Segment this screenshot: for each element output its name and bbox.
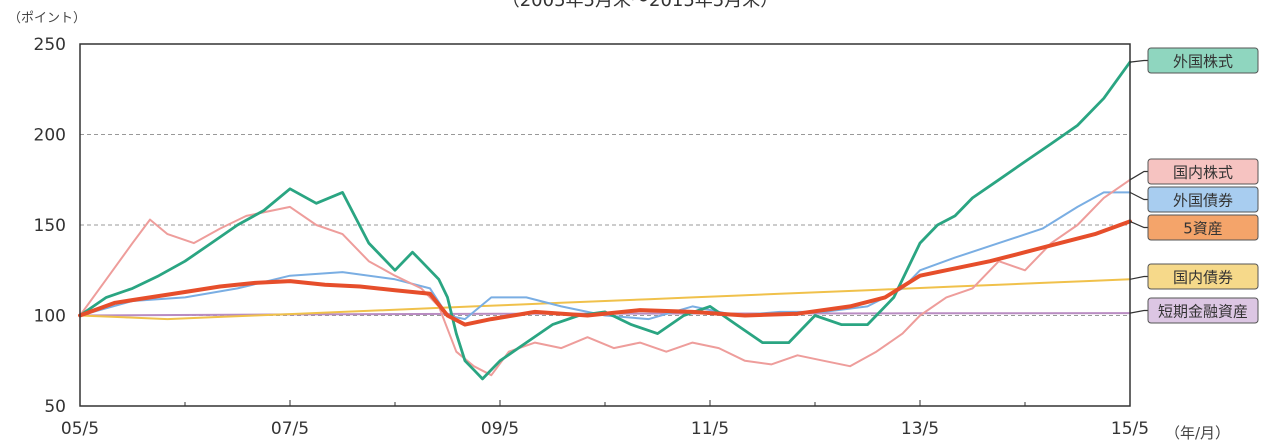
grid-lines [80, 134, 1130, 406]
series-line [78, 60, 1132, 381]
x-tick-label: 15/5 [1111, 419, 1149, 439]
series-label: 5資産 [1183, 220, 1223, 238]
x-tick-label: 05/5 [61, 419, 99, 439]
series-label: 短期金融資産 [1158, 303, 1248, 321]
series-line [79, 178, 1131, 377]
x-tick-label: 09/5 [481, 419, 519, 439]
y-tick-label: 50 [44, 397, 66, 417]
series-label: 国内株式 [1173, 164, 1233, 182]
series-label-connector [1129, 191, 1148, 201]
plot-area-frame [79, 43, 1131, 407]
series-line [79, 278, 1131, 321]
y-axis-label: （ポイント） [8, 11, 86, 26]
series-label-box [1147, 263, 1259, 290]
series-label: 外国株式 [1173, 53, 1233, 71]
series-label-connector [1129, 309, 1148, 314]
series-label-connector [1129, 170, 1148, 181]
series-label-box [1147, 297, 1259, 324]
series-label-box [1147, 186, 1259, 213]
series-label: 外国債券 [1173, 192, 1233, 210]
x-tick-label: 13/5 [901, 419, 939, 439]
series-label-box [1147, 214, 1259, 241]
y-tick-label: 100 [34, 307, 66, 327]
series-label-box [1147, 47, 1259, 74]
series-label-connector [1129, 59, 1148, 63]
y-tick-label: 250 [34, 35, 66, 55]
y-tick-labels: 50 100 150 200 250 [34, 35, 66, 417]
chart-title: （2005年5月末〜2015年5月末） [502, 0, 779, 11]
series-label-box [1147, 158, 1259, 185]
y-tick-label: 200 [34, 126, 66, 146]
x-axis-unit-label: （年/月） [1165, 424, 1230, 442]
series-label-connector [1129, 220, 1148, 229]
series-line [78, 219, 1132, 327]
x-tick-labels: 05/5 07/5 09/5 11/5 13/5 15/5 [61, 419, 1149, 439]
y-tick-label: 150 [34, 216, 66, 236]
series-label-connector [1129, 275, 1148, 280]
x-tick-label: 11/5 [691, 419, 729, 439]
series-label: 国内債券 [1173, 269, 1233, 287]
series-line [79, 191, 1131, 321]
x-tick-label: 07/5 [271, 419, 309, 439]
series-lines [78, 60, 1132, 381]
